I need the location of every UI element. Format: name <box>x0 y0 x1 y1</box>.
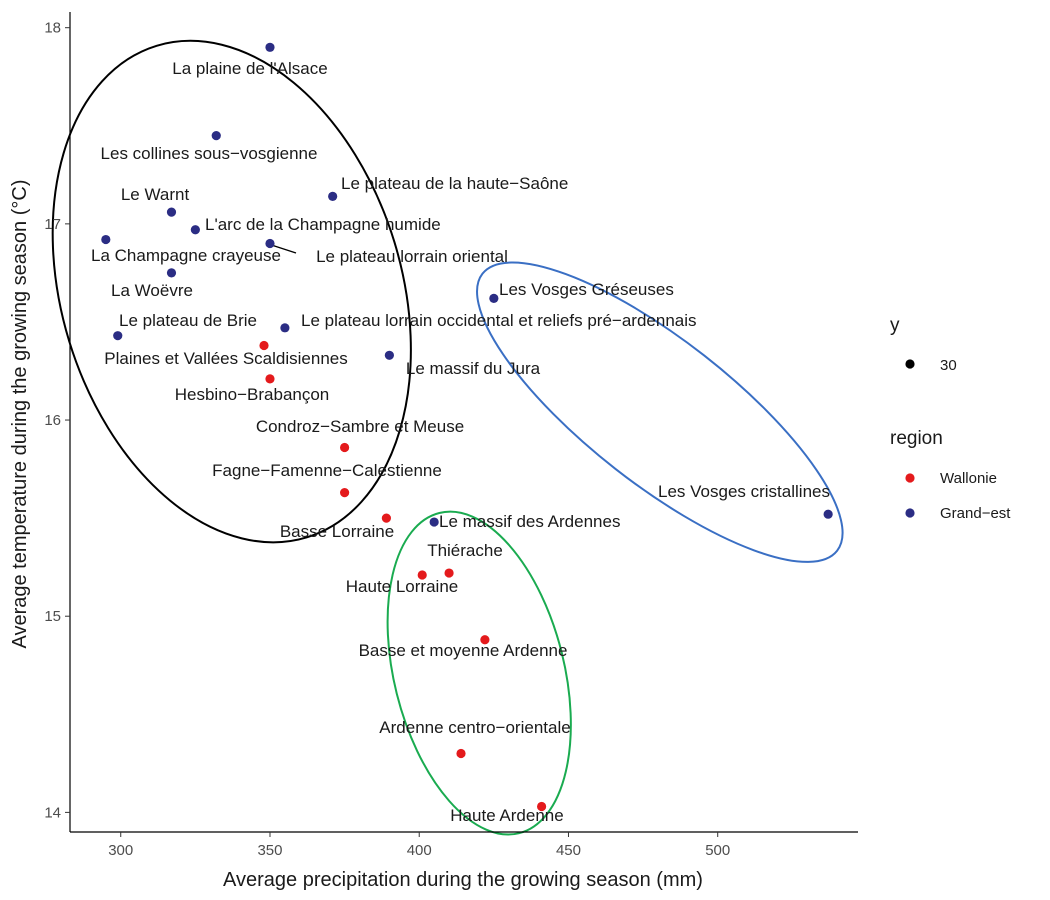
point-label: Hesbino−Brabançon <box>175 385 330 404</box>
x-tick-label: 400 <box>407 842 432 859</box>
point-label: Fagne−Famenne−Calestienne <box>212 461 442 480</box>
cluster-ellipses <box>51 39 844 836</box>
legend-entry-label: Wallonie <box>940 470 997 487</box>
y-tick-label: 16 <box>44 412 61 429</box>
point-label: Le massif des Ardennes <box>439 512 620 531</box>
x-tick-label: 450 <box>556 842 581 859</box>
legend-swatch <box>905 508 915 518</box>
data-point <box>340 442 350 453</box>
x-tick-label: 300 <box>108 842 133 859</box>
point-label: Ardenne centro−orientale <box>379 718 570 737</box>
cluster-ellipse-2 <box>476 261 844 563</box>
data-point <box>340 488 350 498</box>
data-point <box>384 350 394 360</box>
data-point <box>429 517 439 527</box>
point-label: Le plateau lorrain oriental <box>316 247 508 266</box>
data-point <box>417 570 427 580</box>
axes: 300 350 400 450 500 14 15 16 17 18 <box>44 12 858 859</box>
legend-region-title: region <box>890 428 943 449</box>
y-axis-title: Average temperature during the growing s… <box>9 180 31 649</box>
y-tick-label: 18 <box>44 20 61 37</box>
x-axis-title: Average precipitation during the growing… <box>223 869 703 891</box>
data-point <box>444 568 454 578</box>
point-label: L'arc de la Champagne humide <box>205 215 441 234</box>
data-point <box>166 207 177 217</box>
legend-entries: Wallonie Grand−est <box>905 470 1011 522</box>
y-tick-label: 17 <box>44 216 61 233</box>
point-label: Le massif du Jura <box>406 359 541 378</box>
legend-size-value: 30 <box>940 357 957 374</box>
data-point <box>489 293 499 304</box>
data-point <box>537 801 547 812</box>
data-point <box>211 130 221 141</box>
point-label: Les collines sous−vosgienne <box>101 144 318 163</box>
point-label: Haute Ardenne <box>450 806 563 825</box>
data-point <box>190 225 200 235</box>
point-label: La Woëvre <box>111 281 193 300</box>
data-point <box>265 238 275 249</box>
point-label: Les Vosges Gréseuses <box>499 280 674 299</box>
point-label: Condroz−Sambre et Meuse <box>256 417 464 436</box>
data-point <box>113 331 123 341</box>
x-tick-label: 500 <box>705 842 730 859</box>
x-tick-label: 350 <box>257 842 282 859</box>
data-point <box>480 635 490 645</box>
data-point <box>265 374 275 384</box>
point-label: Plaines et Vallées Scaldisiennes <box>104 349 348 368</box>
data-point <box>265 42 275 52</box>
point-label: Le plateau de Brie <box>119 311 257 330</box>
point-labels: La plaine de l'Alsace Les collines sous−v… <box>91 59 830 825</box>
point-label: Thiérache <box>427 541 503 560</box>
legend-size-title: y <box>890 315 900 336</box>
point-label: Haute Lorraine <box>346 577 458 596</box>
legend-entry-label: Grand−est <box>940 505 1011 522</box>
data-point <box>280 323 290 333</box>
cluster-ellipse-3 <box>386 510 572 836</box>
legend-swatch <box>905 473 915 483</box>
legend-size-swatch <box>905 359 915 369</box>
point-label: Le plateau lorrain occidental et reliefs… <box>301 311 697 330</box>
y-tick-label: 15 <box>44 608 61 625</box>
point-label: Basse et moyenne Ardenne <box>359 641 568 660</box>
label-leader-line <box>272 244 297 254</box>
cluster-ellipse-1 <box>51 39 412 544</box>
point-label: Le Warnt <box>121 185 190 204</box>
point-label: Basse Lorraine <box>280 522 394 541</box>
point-label: Le plateau de la haute−Saône <box>341 174 568 193</box>
data-point <box>823 509 833 519</box>
point-label: La plaine de l'Alsace <box>172 59 327 78</box>
data-point <box>328 191 338 202</box>
point-label: Les Vosges cristallines <box>658 482 830 501</box>
point-label: La Champagne crayeuse <box>91 246 281 265</box>
data-points <box>101 42 833 812</box>
y-tick-label: 14 <box>44 804 61 821</box>
data-point <box>101 234 111 245</box>
data-point <box>166 268 177 278</box>
data-point <box>456 748 466 759</box>
legend: y 30 region Wallonie Grand−est <box>890 315 1011 522</box>
data-point <box>259 340 269 351</box>
data-point <box>381 513 391 523</box>
